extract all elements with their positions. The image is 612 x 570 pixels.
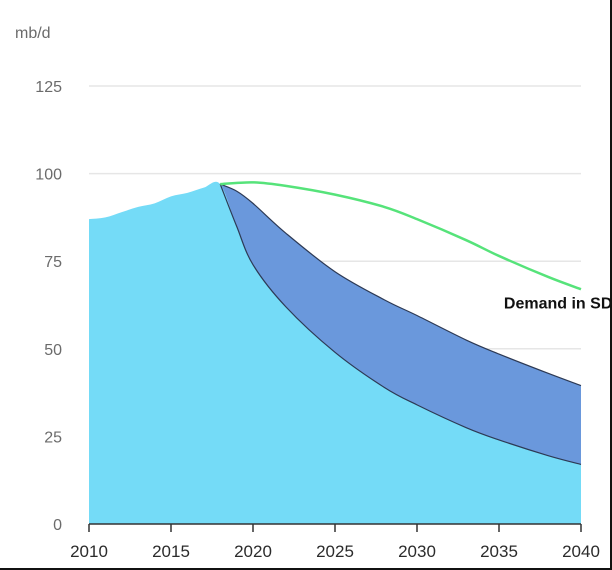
x-tick-label-2040: 2040 [562, 542, 600, 561]
lower-area-outline [219, 183, 582, 466]
sds-demand-line [220, 181, 582, 291]
x-tick-label-2020: 2020 [234, 542, 272, 561]
upper-band-outline [219, 183, 582, 387]
y-tick-label-0: 0 [53, 517, 62, 534]
x-tick-label-2035: 2035 [480, 542, 518, 561]
y-tick-label-125: 125 [35, 79, 62, 96]
plot-areas [89, 181, 582, 525]
y-tick-label-25: 25 [44, 429, 62, 446]
x-tick-label-2025: 2025 [316, 542, 354, 561]
x-tick-label-2010: 2010 [70, 542, 108, 561]
annotation-demand-in-sds: Demand in SDS [504, 296, 612, 313]
axis-labels: 0 25 50 75 100 125 Demand in SDS 2010 2015 2020 20… [35, 79, 612, 561]
y-tick-label-75: 75 [44, 254, 62, 271]
axes [88, 523, 582, 532]
x-tick-label-2030: 2030 [398, 542, 436, 561]
y-tick-label-100: 100 [35, 167, 62, 184]
y-tick-label-50: 50 [44, 342, 62, 359]
y-axis-unit-label: mb/d [15, 25, 51, 42]
x-tick-label-2015: 2015 [152, 542, 190, 561]
